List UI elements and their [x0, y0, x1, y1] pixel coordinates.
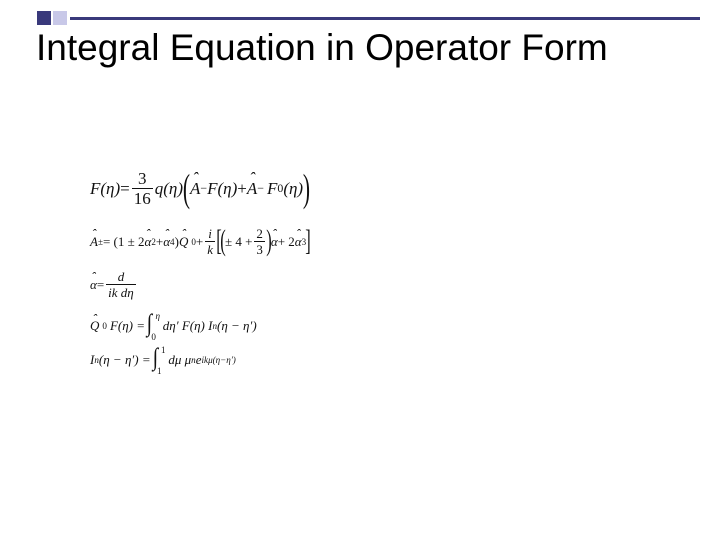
- eq3-num: d: [116, 270, 127, 284]
- eq1-F0: F: [267, 179, 277, 199]
- eq1-A2: A: [247, 179, 257, 199]
- eq2-plus3: + 2: [278, 234, 295, 250]
- accent-square-light: [53, 11, 67, 25]
- rparen-icon: ): [303, 175, 310, 202]
- eq1-lhs: F(η): [90, 179, 120, 199]
- eq2-A: A: [90, 234, 98, 250]
- eq5-int-lo: 1: [157, 366, 162, 376]
- eq2-pm4: ± 4 +: [225, 234, 252, 250]
- eq2-i-over-k: i k: [205, 227, 215, 256]
- eq1-A2-sub: −: [257, 181, 264, 196]
- eq4-d: dη′ F(η) I: [163, 318, 213, 334]
- lparen-icon: (: [183, 175, 190, 202]
- eq2-2over3: 2 3: [254, 227, 265, 256]
- eq1-q: q(η): [155, 179, 183, 199]
- eq1-plus: +: [237, 179, 247, 199]
- eq3-den: ik dη: [106, 285, 136, 299]
- equations: F(η) = 3 16 q(η) ( A − F(η) + A − F 0 (η…: [90, 170, 650, 369]
- eq4-tail: (η − η′): [217, 318, 257, 334]
- eq1-frac-num: 3: [136, 170, 149, 188]
- eq5-arg: (η − η′) =: [99, 352, 151, 368]
- slide: Integral Equation in Operator Form F(η) …: [0, 0, 720, 540]
- eq1-arg1: F(η): [207, 179, 237, 199]
- eq2-three: 3: [254, 242, 265, 256]
- eq3-a: α: [90, 277, 97, 293]
- eq2-i: i: [206, 227, 214, 241]
- eq4-arg: F(η) =: [110, 318, 145, 334]
- eq2-plus1: +: [156, 234, 163, 250]
- eq5-exp: ikμ(η−η′): [202, 355, 236, 365]
- accent-square-dark: [37, 11, 51, 25]
- eq2-text1: = (1 ± 2: [103, 234, 145, 250]
- accent-line: [70, 17, 700, 20]
- integral-icon: ∫ η 0: [145, 317, 154, 335]
- eq3-eq: =: [97, 277, 104, 293]
- eq5-int-up: 1: [161, 345, 166, 355]
- eq2-a3: α: [271, 234, 278, 250]
- eq2-plus2: +: [196, 234, 203, 250]
- eq2-a2: α: [163, 234, 170, 250]
- integral-icon: ∫ 1 1: [151, 351, 160, 369]
- eq3-fraction: d ik dη: [106, 270, 136, 299]
- lparen-icon: (: [220, 231, 225, 252]
- eq1-eq: =: [120, 179, 130, 199]
- eq4-Q: Q: [90, 318, 99, 334]
- eq1-A1: A: [190, 179, 200, 199]
- eq1-fraction: 3 16: [132, 170, 153, 207]
- eq1-arg2: (η): [283, 179, 303, 199]
- eq5-d: dμ μ: [168, 352, 191, 368]
- eq2-a1: α: [145, 234, 152, 250]
- eq4-Qsub: 0: [102, 321, 107, 331]
- eq2-Q: Q: [179, 234, 188, 250]
- equation-5: I n (η − η′) = ∫ 1 1 dμ μ n e ikμ(η−η′): [90, 351, 650, 369]
- eq4-int-up: η: [155, 311, 160, 321]
- eq2-k: k: [205, 242, 215, 256]
- equation-4: Q 0 F(η) = ∫ η 0 dη′ F(η) I n (η − η′): [90, 317, 650, 335]
- eq1-frac-den: 16: [132, 189, 153, 207]
- rbracket-icon: ]: [305, 231, 310, 252]
- slide-title: Integral Equation in Operator Form: [36, 26, 608, 70]
- equation-1: F(η) = 3 16 q(η) ( A − F(η) + A − F 0 (η…: [90, 170, 650, 207]
- equation-3: α = d ik dη: [90, 270, 650, 299]
- eq4-int-lo: 0: [151, 332, 156, 342]
- equation-2: A ± = (1 ± 2 α 2 + α 4 ) Q 0 + i k [ ( ±…: [90, 227, 650, 256]
- eq2-a4: α: [295, 234, 302, 250]
- eq2-two: 2: [254, 227, 265, 241]
